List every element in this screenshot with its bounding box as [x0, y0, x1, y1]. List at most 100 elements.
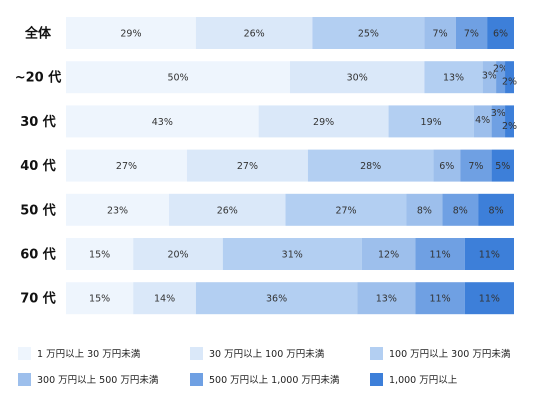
bar-segment: [66, 282, 134, 315]
bar-segment: [66, 193, 170, 226]
bar-row: 50 代 23% 26% 27% 8% 8% 8%: [20, 193, 514, 226]
bar-segment: [388, 105, 474, 138]
bar-segment: [491, 149, 514, 182]
bar-row: 70 代 15% 14% 36% 13% 11% 11%: [20, 282, 514, 315]
value-label: 8%: [453, 205, 468, 216]
value-label: 6%: [439, 161, 454, 172]
value-label: 26%: [244, 29, 265, 40]
bar-row: ~20 代 50% 30% 13% 3%2%2%: [15, 61, 517, 94]
bar-row: 全体 29% 26% 25% 7% 7% 6%: [24, 17, 514, 49]
bar-segment: [464, 238, 514, 270]
legend-item: 30 万円以上 100 万円未満: [190, 340, 370, 366]
legend-label: 1 万円以上 30 万円未満: [37, 349, 141, 360]
value-label: 8%: [417, 205, 432, 216]
bar-segment: [186, 149, 308, 182]
value-label: 43%: [152, 117, 173, 128]
legend-item: 100 万円以上 300 万円未満: [370, 340, 523, 366]
legend-swatch: [18, 372, 31, 386]
value-label: 8%: [489, 205, 504, 216]
category-label: 全体: [24, 26, 52, 42]
value-label: 7%: [468, 161, 483, 172]
value-label: 15%: [89, 294, 110, 305]
bar-row: 40 代 27% 27% 28% 6% 7% 5%: [20, 149, 514, 182]
bar-segment: [66, 105, 259, 138]
value-label: 50%: [167, 73, 188, 84]
value-label: 5%: [495, 161, 510, 172]
legend-label: 30 万円以上 100 万円未満: [209, 349, 325, 360]
bar-segment: [66, 61, 290, 94]
legend-swatch: [190, 372, 203, 386]
bar-segment: [66, 149, 187, 182]
legend-label: 300 万円以上 500 万円未満: [37, 375, 159, 386]
chart-legend: 1 万円以上 30 万円未満 30 万円以上 100 万円未満 100 万円以上 3…: [18, 340, 523, 392]
value-label: 29%: [313, 117, 334, 128]
value-label: 3%: [482, 71, 497, 82]
value-label: 11%: [430, 250, 451, 261]
legend-item: 300 万円以上 500 万円未満: [18, 366, 190, 392]
value-label: 27%: [335, 205, 356, 216]
bar-segment: [487, 17, 514, 49]
bar-segment: [285, 193, 407, 226]
category-label: 70 代: [20, 291, 56, 307]
legend-swatch: [370, 346, 383, 360]
bar-segment: [290, 61, 425, 94]
value-label: 4%: [475, 115, 490, 126]
bar-segment: [415, 238, 465, 270]
bar-segment: [433, 149, 461, 182]
bar-segment: [357, 282, 416, 315]
bar-segment: [195, 282, 358, 315]
category-label: ~20 代: [15, 70, 62, 86]
bar-segment: [415, 282, 465, 315]
value-label: 29%: [120, 29, 141, 40]
legend-label: 500 万円以上 1,000 万円未満: [209, 375, 340, 386]
bar-segment: [133, 238, 223, 270]
value-label: 27%: [237, 161, 258, 172]
legend-item: 1,000 万円以上: [370, 366, 523, 392]
value-label: 28%: [360, 161, 381, 172]
bar-segment: [464, 282, 514, 315]
bar-segment: [222, 238, 362, 270]
legend-item: 500 万円以上 1,000 万円未満: [190, 366, 370, 392]
value-label: 36%: [266, 294, 287, 305]
legend-swatch: [370, 372, 383, 386]
category-label: 50 代: [20, 202, 56, 218]
bar-segment: [195, 17, 313, 49]
value-label: 11%: [479, 250, 500, 261]
value-label: 20%: [167, 250, 188, 261]
stacked-bar-chart: 全体 29% 26% 25% 7% 7% 6%~20 代 50% 30% 13% 3%2%2%30 …: [15, 17, 517, 315]
bar-segment: [133, 282, 196, 315]
bar-segment: [66, 17, 196, 49]
bar-segment: [460, 149, 492, 182]
bar-segment: [496, 61, 506, 94]
value-label: 13%: [376, 294, 397, 305]
value-label: 25%: [358, 29, 379, 40]
bar-segment: [258, 105, 389, 138]
bar-segment: [424, 61, 483, 94]
value-label: 7%: [464, 29, 479, 40]
bar-segment: [505, 61, 514, 94]
legend-label: 1,000 万円以上: [389, 375, 458, 386]
value-label: 26%: [217, 205, 238, 216]
bar-row: 60 代 15% 20% 31% 12% 11% 11%: [20, 238, 514, 270]
value-label: 11%: [430, 294, 451, 305]
bar-segment: [505, 105, 514, 138]
legend-item: 1 万円以上 30 万円未満: [18, 340, 190, 366]
bar-segment: [361, 238, 416, 270]
bar-segment: [312, 17, 425, 49]
bar-segment: [424, 17, 456, 49]
bar-row: 30 代 43% 29% 19% 4%3% 2%: [20, 105, 517, 138]
value-label: 19%: [421, 117, 442, 128]
value-label: 2%: [502, 77, 517, 88]
value-label: 30%: [347, 73, 368, 84]
value-label: 12%: [378, 250, 399, 261]
value-label: 3%: [491, 108, 506, 119]
category-label: 30 代: [20, 114, 56, 130]
legend-swatch: [190, 346, 203, 360]
value-label: 15%: [89, 250, 110, 261]
legend-swatch: [18, 346, 31, 360]
bar-segment: [491, 105, 506, 138]
legend-label: 100 万円以上 300 万円未満: [389, 349, 511, 360]
bar-segment: [482, 61, 497, 94]
value-label: 31%: [282, 250, 303, 261]
value-label: 2%: [493, 64, 508, 75]
